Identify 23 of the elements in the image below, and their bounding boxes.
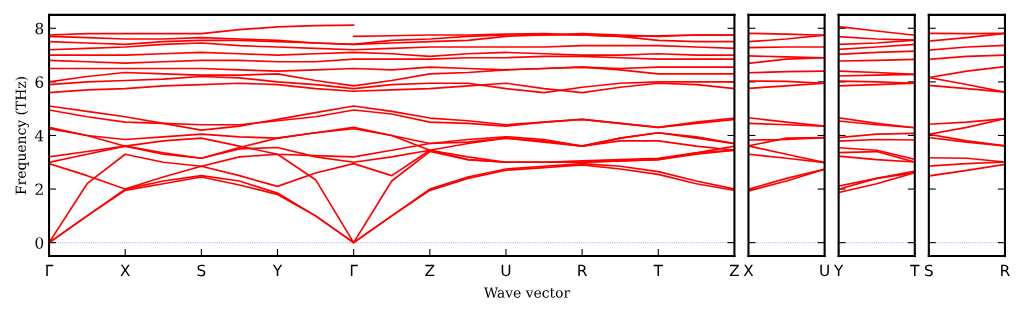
x-tick-label: T [653,264,663,276]
x-tick-label: U [501,264,511,277]
y-tick-label: 8 [35,22,44,35]
x-tick-label: Z [425,264,435,276]
x-tick-label: R [1001,264,1010,276]
x-tick-label: S [197,264,206,277]
x-tick-label: T [910,264,920,276]
x-tick-label: Y [833,264,844,276]
x-tick-label: U [820,264,829,277]
y-tick-label: 6 [35,76,44,88]
y-axis-title: Frequency (THz) [15,77,29,195]
x-tick-label: Z [729,264,739,276]
x-tick-label: Γ [350,264,358,276]
x-tick-label: Γ [46,264,54,276]
y-tick-label: 0 [35,237,44,249]
y-tick-label: 4 [34,129,44,142]
x-tick-label: X [743,264,754,276]
x-tick-label: Y [272,264,283,276]
x-tick-label: R [578,264,587,276]
x-axis-title: Wave vector [483,287,571,298]
x-tick-label: S [924,264,933,277]
y-tick-label: 2 [35,183,43,195]
x-tick-label: X [120,264,130,276]
